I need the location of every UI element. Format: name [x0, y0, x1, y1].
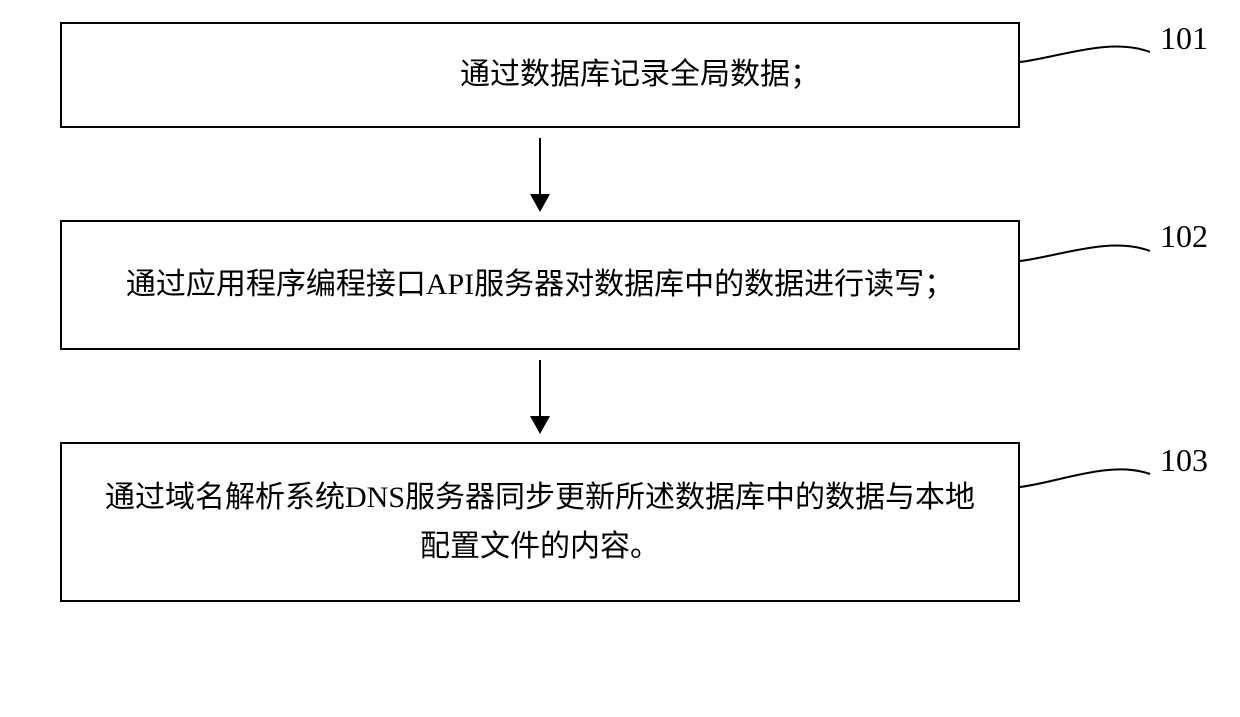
flowchart-step-3: 通过域名解析系统DNS服务器同步更新所述数据库中的数据与本地配置文件的内容。 [60, 442, 1020, 602]
step-1-label: 101 [1160, 20, 1208, 57]
arrow-line-1 [539, 138, 541, 210]
step-3-label: 103 [1160, 442, 1208, 479]
step-2-text: 通过应用程序编程接口API服务器对数据库中的数据进行读写； [126, 260, 954, 310]
arrow-1-2 [60, 128, 1020, 220]
step-1-text: 通过数据库记录全局数据； [460, 50, 820, 100]
flowchart-step-1: 通过数据库记录全局数据； [60, 22, 1020, 128]
label-connector-3 [1020, 452, 1170, 512]
flowchart-container: 通过数据库记录全局数据； 101 通过应用程序编程接口API服务器对数据库中的数… [60, 22, 1180, 602]
flowchart-step-2: 通过应用程序编程接口API服务器对数据库中的数据进行读写； [60, 220, 1020, 350]
step-2-label: 102 [1160, 218, 1208, 255]
label-connector-1 [1020, 27, 1170, 87]
arrow-2-3 [60, 350, 1020, 442]
step-3-text: 通过域名解析系统DNS服务器同步更新所述数据库中的数据与本地配置文件的内容。 [92, 473, 988, 572]
label-connector-2 [1020, 226, 1170, 286]
arrow-line-2 [539, 360, 541, 432]
